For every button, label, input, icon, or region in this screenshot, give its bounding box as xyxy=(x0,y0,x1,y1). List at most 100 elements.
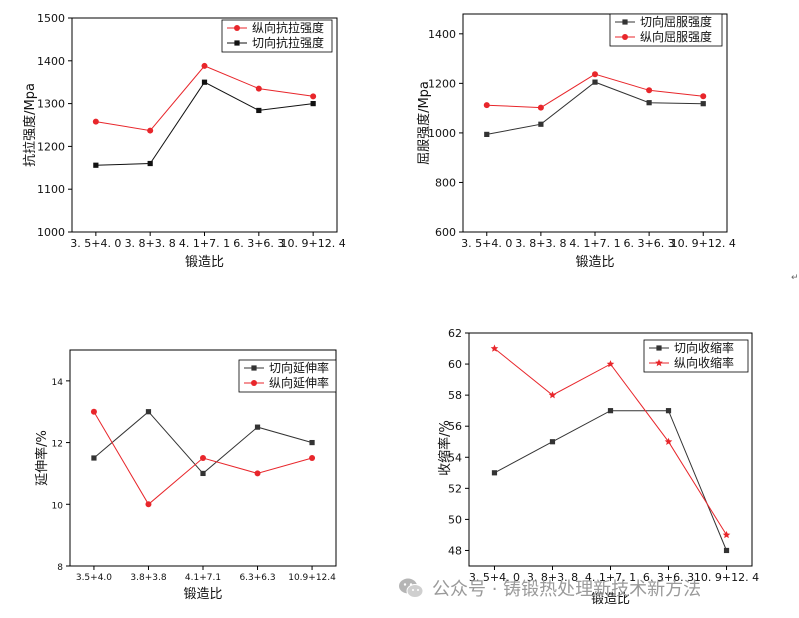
legend-label: 切向抗拉强度 xyxy=(252,35,324,50)
data-point xyxy=(147,160,153,167)
series-line xyxy=(486,81,704,135)
series-2 xyxy=(490,344,731,539)
legend-swatch-marker xyxy=(655,359,663,367)
x-tick-label: 3. 8+3. 8 xyxy=(515,237,566,250)
legend-label: 纵向收缩率 xyxy=(674,355,734,370)
data-point xyxy=(145,501,152,508)
series-1 xyxy=(92,62,317,134)
x-tick-label: 3.8+3.8 xyxy=(130,573,166,583)
legend-label: 切向延伸率 xyxy=(269,360,329,375)
data-point xyxy=(700,101,706,107)
y-tick-label: 1400 xyxy=(428,28,456,41)
x-tick-label: 4.1+7.1 xyxy=(185,573,221,583)
series-1 xyxy=(91,409,315,477)
chart-yield: 600 800 1000 1200 1400 3. 5+4. 0 3. 8+3. 8 4. 1… xyxy=(416,13,736,270)
data-point xyxy=(538,121,544,127)
y-tick-label: 48 xyxy=(448,544,462,557)
data-point xyxy=(606,360,615,368)
legend-box xyxy=(221,19,333,53)
x-tick-label: 10.9+12.4 xyxy=(288,573,336,583)
data-point xyxy=(254,424,261,430)
data-point xyxy=(309,439,315,446)
y-tick-label: 60 xyxy=(448,358,462,371)
x-tick-label: 6. 3+6. 3 xyxy=(643,571,694,584)
chart-elongation: 8 10 12 14 3.5+4.0 3.8+3.8 4.1+7.1 6.3+6.3 10.9+… xyxy=(34,349,337,602)
x-tick-label: 3. 8+3. 8 xyxy=(527,571,578,584)
y-tick-label: 58 xyxy=(448,389,462,402)
y-axis-label: 收缩率/% xyxy=(437,420,453,476)
data-point xyxy=(93,162,99,168)
y-tick-label: 1000 xyxy=(428,127,456,140)
legend-box xyxy=(238,359,337,393)
watermark-text: 公众号 · 铸锻热处理新技术新方法 xyxy=(432,579,702,600)
series-line xyxy=(494,348,727,536)
x-tick-label: 4. 1+7. 1 xyxy=(569,237,620,250)
y-tick-label: 14 xyxy=(52,378,64,388)
data-point xyxy=(665,408,672,414)
y-tick-label: 56 xyxy=(448,420,462,433)
data-point xyxy=(310,93,317,100)
legend-label: 纵向屈服强度 xyxy=(640,29,712,44)
data-point xyxy=(549,439,556,445)
data-point xyxy=(537,104,544,111)
data-point xyxy=(200,470,206,477)
y-tick-label: 62 xyxy=(448,327,462,340)
data-point xyxy=(664,437,673,445)
x-tick-label: 4. 1+7. 1 xyxy=(179,237,230,250)
y-tick-label: 1400 xyxy=(37,55,65,68)
y-tick-label: 50 xyxy=(448,513,462,526)
y-tick-label: 10 xyxy=(52,501,64,511)
series-line xyxy=(486,73,704,109)
legend-swatch-marker xyxy=(234,25,240,31)
y-tick-label: 1300 xyxy=(37,98,65,111)
data-point xyxy=(310,101,316,107)
x-axis-label: 锻造比 xyxy=(575,255,614,270)
data-point xyxy=(548,391,557,399)
x-tick-label: 6. 3+6. 3 xyxy=(233,237,284,250)
data-point xyxy=(646,100,652,106)
data-point xyxy=(201,62,208,69)
x-tick-label: 3. 5+4. 0 xyxy=(469,571,520,584)
x-tick-label: 3. 8+3. 8 xyxy=(125,237,176,250)
series-line xyxy=(93,411,313,475)
legend-swatch-marker xyxy=(251,380,257,386)
y-tick-label: 1100 xyxy=(37,183,65,196)
legend-box xyxy=(609,13,723,47)
x-tick-label: 6.3+6.3 xyxy=(239,573,275,583)
data-point xyxy=(722,530,731,539)
y-tick-label: 1500 xyxy=(37,12,65,25)
x-tick-label: 10. 9+12. 4 xyxy=(694,571,759,584)
series-line xyxy=(95,81,314,166)
y-tick-label: 1200 xyxy=(428,77,456,90)
series-1 xyxy=(491,408,730,554)
series-2 xyxy=(93,79,316,168)
data-point xyxy=(700,93,707,100)
chart-tensile: 1000 1100 1200 1300 1400 1500 3. 5+4. 0 3. 8+3.… xyxy=(22,12,346,270)
y-tick-label: 1200 xyxy=(37,140,65,153)
plot-frame xyxy=(462,13,728,233)
y-tick-label: 1000 xyxy=(37,226,65,239)
legend-swatch-marker xyxy=(622,34,628,40)
series-1 xyxy=(484,79,706,137)
x-axis-label: 锻造比 xyxy=(183,587,222,602)
series-2 xyxy=(483,71,707,111)
data-point xyxy=(309,455,316,461)
legend-label: 纵向抗拉强度 xyxy=(252,20,324,35)
data-point xyxy=(201,79,208,85)
y-tick-label: 8 xyxy=(57,563,63,573)
y-tick-label: 12 xyxy=(52,440,63,450)
x-axis-label: 锻造比 xyxy=(591,592,630,607)
legend-label: 纵向延伸率 xyxy=(269,375,329,390)
legend-box xyxy=(643,339,749,373)
chart-reduction: 48 50 52 54 56 58 60 62 3. 5+4. 0 3. 8+3. 8 4. 1+7… xyxy=(437,327,759,607)
data-point xyxy=(255,85,262,92)
data-point xyxy=(91,455,97,461)
x-tick-label: 3. 5+4. 0 xyxy=(461,237,512,250)
data-point xyxy=(92,118,99,125)
data-point xyxy=(200,455,206,461)
data-point xyxy=(646,87,653,94)
data-point xyxy=(256,107,262,114)
